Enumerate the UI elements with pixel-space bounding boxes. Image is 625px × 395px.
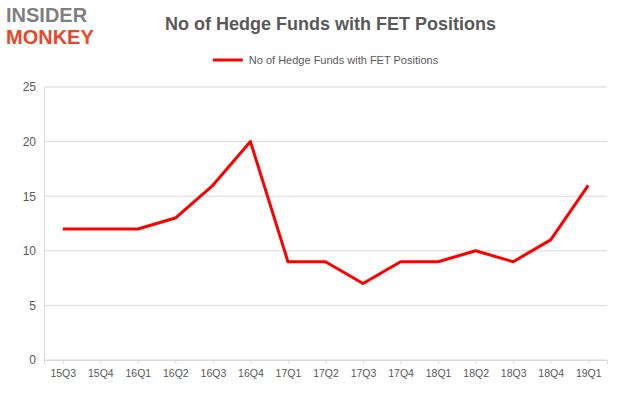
x-tick: 18Q4 [538,360,564,379]
x-tick: 16Q4 [238,360,264,379]
y-axis-line [44,88,45,361]
plot-area [63,142,588,284]
x-tick-mark [551,360,552,364]
legend-item: No of Hedge Funds with FET Positions [213,54,439,66]
x-tick: 15Q3 [50,360,76,379]
x-tick: 19Q1 [576,360,602,379]
x-tick: 16Q1 [125,360,151,379]
y-tick: 10 [23,244,44,258]
grid-line [44,87,607,88]
x-tick-label: 18Q2 [463,367,489,379]
title: No of Hedge Funds with FET Positions [165,14,496,34]
x-tick-mark [175,360,176,364]
x-tick-mark [363,360,364,364]
y-tick-label: 5 [29,299,36,313]
x-tick-label: 17Q1 [276,367,302,379]
legend-swatch [213,59,243,62]
chart: INSIDERMONKEY No of Hedge Funds with FET … [0,0,625,395]
y-tick: 15 [23,190,44,204]
grid [44,87,607,360]
x-tick: 17Q4 [388,360,414,379]
y-tick-label: 10 [23,244,37,258]
x-tick-label: 16Q1 [125,367,151,379]
x-tick-label: 15Q3 [50,367,76,379]
x-tick-mark [250,360,251,364]
x-tick-mark [213,360,214,364]
x-tick-mark [401,360,402,364]
x-tick-label: 16Q3 [201,367,227,379]
x-tick: 17Q3 [351,360,377,379]
x-tick: 17Q1 [276,360,302,379]
x-axis-line [45,361,608,365]
x-tick-mark [476,360,477,364]
series-line [63,142,588,284]
y-tick-label: 20 [23,135,37,149]
x-tick-label: 16Q2 [163,367,189,379]
x-tick-label: 17Q3 [351,367,377,379]
y-tick-label: 15 [23,190,37,204]
logo: INSIDERMONKEY [6,4,94,48]
y-tick: 5 [29,299,44,313]
x-tick: 16Q3 [201,360,227,379]
x-tick-label: 17Q2 [313,367,339,379]
x-tick-mark [513,360,514,364]
x-tick-label: 15Q4 [88,367,114,379]
y-axis: 0 5 10 15 20 25 [23,80,45,367]
x-tick-label: 18Q4 [538,367,564,379]
x-tick-mark [438,360,439,364]
x-tick: 15Q4 [88,360,114,379]
x-axis: 15Q3 15Q4 16Q1 16Q2 16Q3 16Q4 17Q1 17Q2 17Q3 17Q4… [45,360,608,379]
x-tick: 16Q2 [163,360,189,379]
grid-line [44,196,607,197]
legend-label: No of Hedge Funds with FET Positions [249,54,439,66]
x-tick-label: 17Q4 [388,367,414,379]
y-tick: 0 [29,353,44,367]
y-tick: 20 [23,135,44,149]
x-tick-label: 16Q4 [238,367,264,379]
grid-line [44,141,607,142]
x-tick-mark [588,360,589,364]
y-tick-label: 0 [29,353,36,367]
grid-line [44,250,607,251]
x-tick-label: 18Q3 [501,367,527,379]
x-tick-label: 18Q1 [426,367,452,379]
x-tick-mark [100,360,101,364]
x-tick-mark [63,360,64,364]
x-tick: 18Q2 [463,360,489,379]
x-tick: 17Q2 [313,360,339,379]
x-tick-label: 19Q1 [576,367,602,379]
grid-line [44,305,607,306]
legend: No of Hedge Funds with FET Positions [213,54,439,66]
y-tick-label: 25 [23,80,37,94]
logo-text: MONKEY [6,26,94,48]
logo-text: INSIDER [6,4,88,26]
x-tick: 18Q1 [426,360,452,379]
y-tick: 25 [23,80,44,94]
x-tick-mark [138,360,139,364]
x-tick: 18Q3 [501,360,527,379]
x-tick-mark [288,360,289,364]
x-tick-mark [326,360,327,364]
